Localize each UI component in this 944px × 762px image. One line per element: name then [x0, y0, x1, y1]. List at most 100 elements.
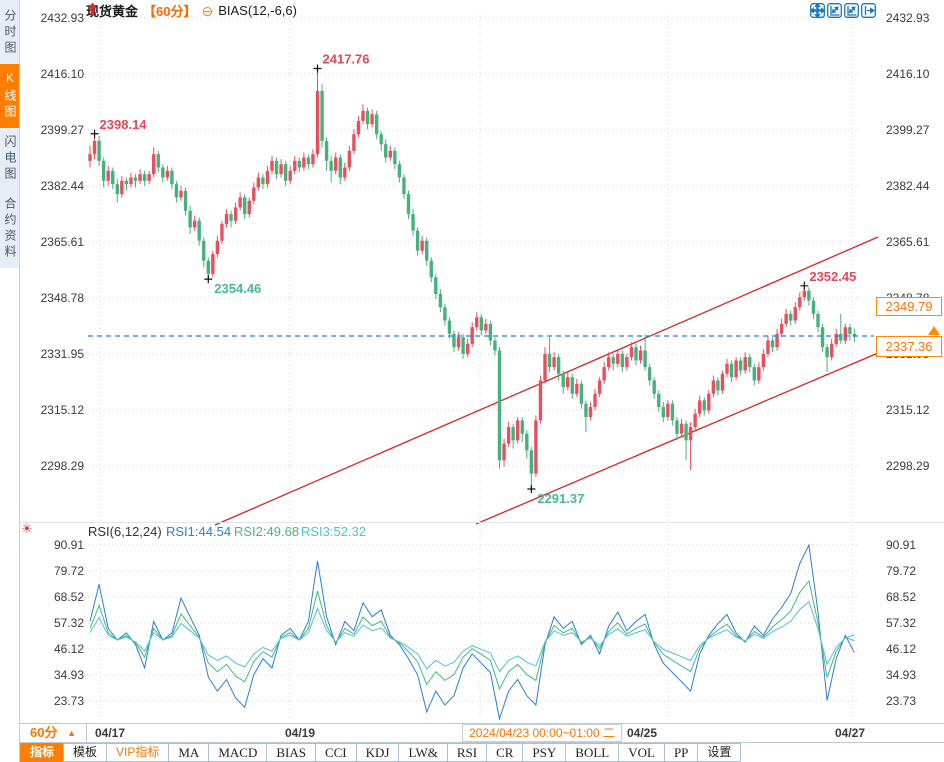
candle-body [106, 170, 110, 181]
toolbar-button-CR[interactable]: CR [486, 743, 524, 762]
candle-body [311, 154, 315, 165]
candle-body [302, 157, 306, 168]
sidebar-tab-1[interactable]: K线图 [0, 64, 19, 128]
rsi-axis-label-left: 23.73 [53, 693, 84, 708]
candle-body [643, 350, 647, 368]
candle-body [370, 114, 374, 125]
candle-body [511, 427, 515, 441]
candle-body [247, 200, 251, 215]
candle-body [752, 367, 756, 381]
candle-body [215, 240, 220, 255]
toolbar-button-KDJ[interactable]: KDJ [355, 743, 400, 762]
candle-body [174, 184, 179, 198]
toolbar-button-PSY[interactable]: PSY [522, 743, 567, 762]
date-label: 04/17 [95, 726, 126, 740]
rsi-axis-label-left: 57.32 [53, 615, 84, 630]
candle-body [97, 140, 101, 161]
price-axis-label-left: 2298.29 [40, 459, 84, 473]
candle-body [688, 427, 693, 441]
candle-body [165, 170, 170, 178]
candle-body [306, 157, 311, 165]
candle-body [434, 277, 438, 294]
candle-body [384, 144, 388, 158]
candle-body [611, 357, 615, 364]
toolbar-button-CCI[interactable]: CCI [314, 743, 357, 762]
candle-body [343, 167, 347, 178]
toolbar-button-BIAS[interactable]: BIAS [266, 743, 316, 762]
candle-body [101, 160, 106, 181]
candle-body [115, 184, 119, 195]
candle-body [679, 423, 684, 434]
rsi-axis-label-right: 68.52 [886, 589, 917, 604]
toolbar-button-BOLL[interactable]: BOLL [565, 743, 620, 762]
candle-body [138, 174, 142, 181]
candle-body [274, 160, 279, 175]
candle-body [320, 90, 324, 141]
candle-body [374, 114, 379, 135]
candle-body [379, 134, 383, 145]
toolbar-button-模板[interactable]: 模板 [63, 743, 108, 762]
toolbar-button-MACD[interactable]: MACD [208, 743, 268, 762]
candle-body [707, 393, 711, 411]
rsi1-value: RSI1:44.54 [166, 524, 232, 539]
candle-body [438, 293, 443, 308]
candle-body [588, 407, 593, 418]
toolbar-button-VIP指标[interactable]: VIP指标 [106, 743, 170, 762]
page-forward-icon[interactable] [861, 3, 876, 18]
toolbar-button-设置[interactable]: 设置 [697, 743, 742, 762]
candle-body [361, 110, 365, 121]
candle-body [716, 380, 720, 391]
scale-x-icon[interactable] [827, 3, 842, 18]
candle-body [388, 150, 392, 158]
candle-body [684, 423, 688, 441]
candle-body [352, 134, 356, 151]
candle-body [784, 313, 788, 324]
circle-minus-icon[interactable]: ⊖ [201, 2, 214, 19]
toolbar-button-LW&[interactable]: LW& [398, 743, 448, 762]
scale-y-icon[interactable] [844, 3, 859, 18]
candle-body [825, 347, 829, 358]
candle-body [206, 260, 210, 274]
toolbar-button-RSI[interactable]: RSI [446, 743, 488, 762]
price-axis-label-left: 2432.93 [40, 11, 84, 25]
rsi2-value: RSI2:49.68 [234, 524, 300, 539]
panel-divider [20, 522, 944, 523]
candle-body [647, 367, 652, 381]
sidebar-tab-2[interactable]: 闪电图 [3, 135, 17, 183]
rsi-axis-label-right: 34.93 [886, 667, 917, 682]
pan-icon[interactable] [810, 3, 825, 18]
toolbar-button-指标[interactable]: 指标 [20, 743, 65, 762]
period-selector[interactable]: 60分 ▲ [20, 724, 87, 742]
price-axis-label-right: 2365.61 [886, 235, 930, 249]
sidebar-tab-3[interactable]: 合约资料 [3, 197, 17, 261]
chart-toolbar-icons [810, 3, 876, 18]
extreme-marker-icon [800, 281, 809, 290]
candle-body [452, 333, 456, 348]
toolbar-button-MA[interactable]: MA [168, 743, 210, 762]
rsi-axis-label-left: 68.52 [53, 589, 84, 604]
candle-body [629, 347, 634, 358]
candle-body [561, 373, 565, 388]
candle-body [657, 393, 661, 408]
candle-body [88, 154, 92, 161]
price-axis-label-left: 2416.10 [40, 67, 84, 81]
rsi3-line [89, 601, 855, 673]
indicator-settings-icon[interactable]: ☀ [21, 521, 33, 536]
candle-body [211, 254, 215, 274]
candle-body [725, 363, 729, 374]
toolbar-button-PP[interactable]: PP [663, 743, 699, 762]
candle-body [297, 160, 301, 168]
candle-body [761, 353, 766, 368]
sidebar-tab-0[interactable]: 分时图 [3, 9, 17, 57]
toolbar-button-VOL[interactable]: VOL [618, 743, 665, 762]
candle-body [748, 357, 752, 368]
candle-body [793, 307, 797, 321]
candle-body [493, 340, 497, 351]
candle-body [770, 340, 775, 348]
rsi-axis-label-left: 90.91 [53, 538, 84, 552]
rsi-axis-label-right: 79.72 [886, 563, 917, 578]
date-label: 04/19 [285, 726, 316, 740]
candle-body [456, 337, 461, 348]
